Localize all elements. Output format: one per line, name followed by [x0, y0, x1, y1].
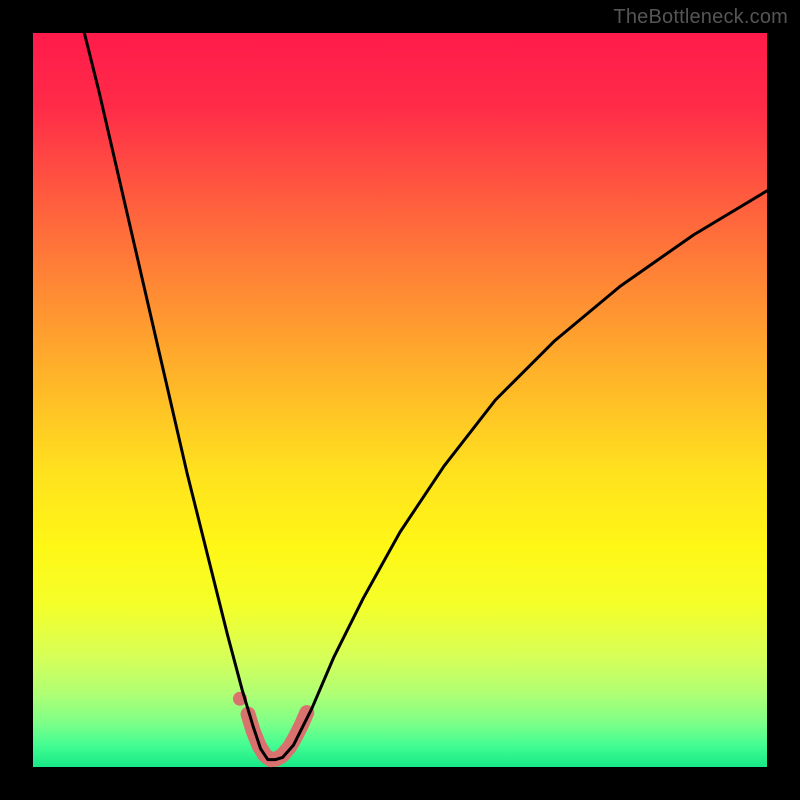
bottleneck-chart [0, 0, 800, 800]
chart-container: TheBottleneck.com [0, 0, 800, 800]
watermark-text: TheBottleneck.com [613, 6, 788, 29]
plot-background [33, 33, 767, 767]
